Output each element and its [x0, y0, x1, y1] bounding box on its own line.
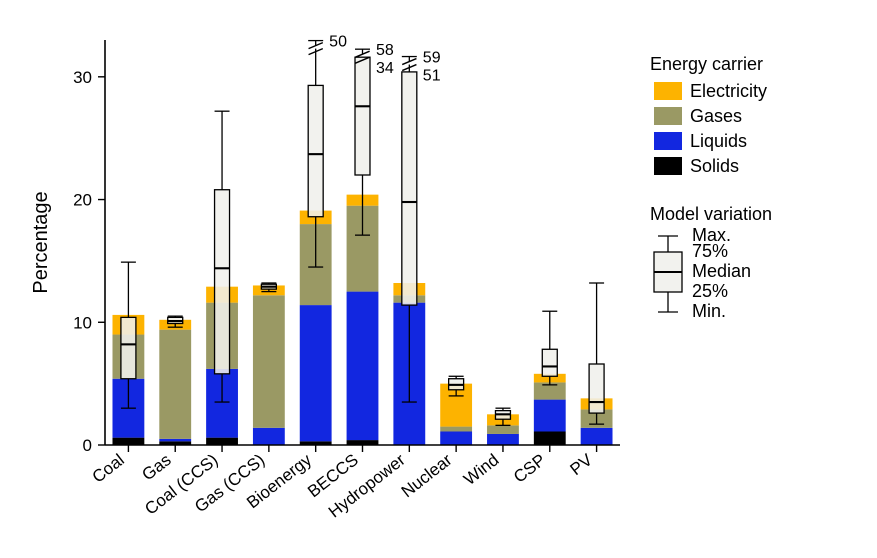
legend-label: Solids [690, 156, 739, 176]
bar-segment-gases [487, 425, 519, 434]
bar-segment-liquids [300, 305, 332, 441]
boxplot-legend-title: Model variation [650, 204, 772, 224]
bar-segment-liquids [253, 428, 285, 445]
legend-label: Electricity [690, 81, 767, 101]
bar-segment-solids [534, 432, 566, 446]
bar-segment-gases [440, 427, 472, 432]
off-scale-q3: 34 [376, 60, 394, 77]
off-scale-max: 58 [376, 42, 394, 59]
energy-carrier-chart: 0102030Percentage5058345951CoalGasCoal (… [0, 0, 877, 558]
legend-swatch [654, 132, 682, 150]
y-axis-title: Percentage [30, 191, 52, 293]
legend-swatch [654, 107, 682, 125]
legend-title: Energy carrier [650, 54, 763, 74]
bar-segment-liquids [159, 439, 191, 441]
off-scale-max: 50 [329, 34, 347, 51]
off-scale-q3: 51 [423, 68, 441, 85]
y-tick-label: 30 [73, 68, 92, 87]
bar-segment-liquids [534, 400, 566, 432]
bar-segment-gases [253, 295, 285, 428]
legend-min: Min. [692, 301, 726, 321]
legend-swatch [654, 82, 682, 100]
legend-median: Median [692, 261, 751, 281]
legend-q1: 25% [692, 281, 728, 301]
legend-label: Liquids [690, 131, 747, 151]
bar-segment-solids [112, 438, 144, 445]
legend-swatch [654, 157, 682, 175]
y-tick-label: 10 [73, 313, 92, 332]
bar-segment-gases [159, 330, 191, 439]
y-tick-label: 20 [73, 191, 92, 210]
bar-segment-liquids [581, 428, 613, 445]
legend-label: Gases [690, 106, 742, 126]
y-tick-label: 0 [83, 436, 92, 455]
bar-segment-liquids [440, 432, 472, 446]
bar-segment-liquids [487, 434, 519, 445]
bar-segment-solids [206, 438, 238, 445]
bar-segment-liquids [347, 292, 379, 441]
legend-q3: 75% [692, 241, 728, 261]
off-scale-max: 59 [423, 50, 441, 67]
chart-container: 0102030Percentage5058345951CoalGasCoal (… [0, 0, 877, 558]
